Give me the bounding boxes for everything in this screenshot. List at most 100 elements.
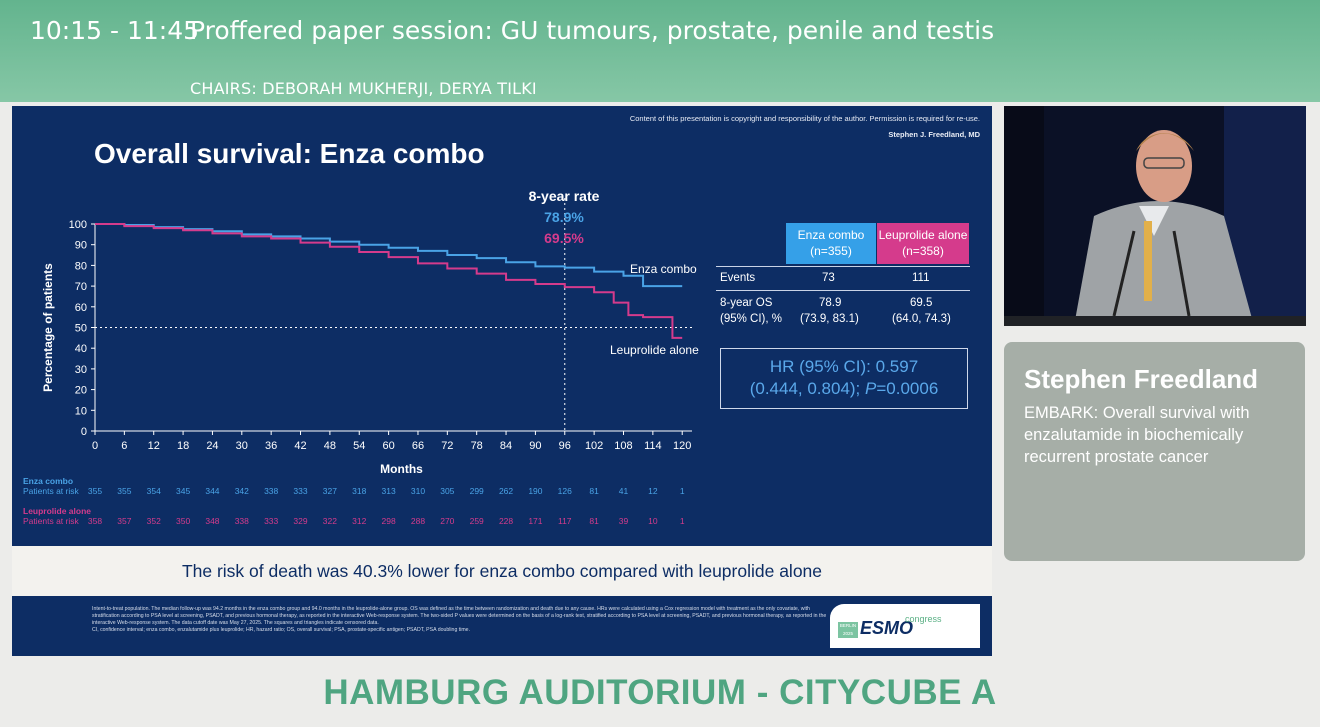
risk-row-name: Enza combo bbox=[23, 476, 73, 486]
table-header-leuprolide: Leuprolide alone (n=358) bbox=[877, 223, 969, 264]
risk-count: 126 bbox=[558, 486, 572, 496]
risk-count: 352 bbox=[147, 516, 161, 526]
hr-line-2: (0.444, 0.804); P=0.0006 bbox=[721, 378, 967, 400]
risk-row-name: Leuprolide alone bbox=[23, 506, 91, 516]
risk-count: 288 bbox=[411, 516, 425, 526]
venue-name: HAMBURG AUDITORIUM - CITYCUBE A bbox=[323, 673, 997, 712]
curve-label-leuprolide: Leuprolide alone bbox=[610, 343, 699, 357]
risk-count: 171 bbox=[528, 516, 542, 526]
risk-count: 10 bbox=[648, 516, 658, 526]
x-tick-label: 24 bbox=[206, 440, 218, 452]
risk-count: 41 bbox=[619, 486, 629, 496]
risk-conclusion: The risk of death was 40.3% lower for en… bbox=[181, 561, 823, 581]
speaker-video bbox=[1004, 106, 1306, 326]
risk-count: 310 bbox=[411, 486, 425, 496]
risk-count: 312 bbox=[352, 516, 366, 526]
risk-count: 270 bbox=[440, 516, 454, 526]
x-tick-label: 54 bbox=[353, 440, 365, 452]
table-divider bbox=[716, 290, 970, 291]
hr-p-symbol: P bbox=[865, 379, 877, 398]
esmo-congress-logo: BERLIN 2025 ESMO congress bbox=[830, 604, 980, 648]
table-header-enza-n: (n=355) bbox=[810, 244, 852, 258]
risk-row-label: Patients at risk bbox=[23, 486, 79, 496]
hr-p-value: =0.0006 bbox=[876, 379, 939, 398]
risk-count: 344 bbox=[205, 486, 219, 496]
risk-count: 355 bbox=[88, 486, 102, 496]
os-label-2: (95% CI), % bbox=[720, 313, 782, 325]
table-header-leuprolide-n: (n=358) bbox=[902, 244, 944, 258]
x-tick-label: 90 bbox=[529, 440, 541, 452]
y-tick-label: 100 bbox=[69, 219, 87, 231]
risk-count: 190 bbox=[528, 486, 542, 496]
risk-count: 305 bbox=[440, 486, 454, 496]
hr-ci: (0.444, 0.804); bbox=[749, 379, 866, 398]
risk-count: 1 bbox=[680, 516, 685, 526]
rate-enza: 78.9% bbox=[544, 209, 584, 225]
risk-count: 259 bbox=[470, 516, 484, 526]
survival-curve-enza bbox=[95, 223, 683, 288]
risk-count: 1 bbox=[680, 486, 685, 496]
risk-count: 338 bbox=[264, 486, 278, 496]
risk-count: 329 bbox=[293, 516, 307, 526]
y-tick-label: 90 bbox=[75, 240, 87, 252]
y-tick-label: 60 bbox=[75, 302, 87, 314]
hazard-ratio-box: HR (95% CI): 0.597 (0.444, 0.804); P=0.0… bbox=[720, 348, 968, 409]
x-tick-label: 48 bbox=[324, 440, 336, 452]
x-tick-label: 114 bbox=[644, 440, 662, 452]
x-axis-title: Months bbox=[380, 462, 423, 476]
x-tick-label: 96 bbox=[559, 440, 571, 452]
os-enza: 78.9 bbox=[819, 297, 842, 309]
risk-count: 81 bbox=[589, 516, 599, 526]
speaker-video-frame bbox=[1004, 106, 1306, 326]
speaker-card: Stephen Freedland EMBARK: Overall surviv… bbox=[1004, 342, 1305, 561]
table-divider bbox=[716, 266, 970, 267]
risk-count: 327 bbox=[323, 486, 337, 496]
table-header-enza-name: Enza combo bbox=[797, 228, 865, 242]
y-tick-label: 20 bbox=[75, 385, 87, 397]
survival-chart: 0 6 12 18 24 30 36 42 48 54 60 66 72 78 84 90 96 102 108 11… bbox=[23, 188, 699, 526]
risk-count: 348 bbox=[205, 516, 219, 526]
events-leuprolide: 111 bbox=[912, 272, 930, 284]
os-enza-ci: (73.9, 83.1) bbox=[800, 313, 859, 325]
x-tick-label: 108 bbox=[614, 440, 632, 452]
y-tick-label: 70 bbox=[75, 281, 87, 293]
speaker-name: Stephen Freedland bbox=[1024, 364, 1259, 394]
rate-label: 8-year rate bbox=[529, 188, 600, 204]
risk-count: 81 bbox=[589, 486, 599, 496]
risk-count: 358 bbox=[88, 516, 102, 526]
x-tick-label: 84 bbox=[500, 440, 512, 452]
x-tick-label: 120 bbox=[673, 440, 691, 452]
presentation-slide: Content of this presentation is copyrigh… bbox=[12, 106, 992, 656]
rate-leuprolide: 69.5% bbox=[544, 230, 584, 246]
y-tick-label: 10 bbox=[75, 405, 87, 417]
x-tick-label: 30 bbox=[236, 440, 248, 452]
session-chairs: CHAIRS: DEBORAH MUKHERJI, DERYA TILKI bbox=[190, 79, 537, 98]
risk-row-label: Patients at risk bbox=[23, 516, 79, 526]
x-tick-label: 0 bbox=[92, 440, 98, 452]
slide-footer: Intent-to-treat population. The median f… bbox=[12, 596, 992, 656]
x-tick-label: 36 bbox=[265, 440, 277, 452]
footnote-abbreviations: CI, confidence interval; enza combo, enz… bbox=[92, 627, 471, 633]
y-tick-label: 30 bbox=[75, 364, 87, 376]
risk-count: 117 bbox=[558, 516, 572, 526]
risk-count: 355 bbox=[117, 486, 131, 496]
slide-title: Overall survival: Enza combo bbox=[94, 138, 485, 169]
talk-title: EMBARK: Overall survival with enzalutami… bbox=[1024, 404, 1250, 466]
risk-count: 318 bbox=[352, 486, 366, 496]
footnote-methods: Intent-to-treat population. The median f… bbox=[92, 606, 827, 626]
events-label: Events bbox=[720, 272, 756, 284]
x-tick-label: 12 bbox=[148, 440, 160, 452]
footnote: Intent-to-treat population. The median f… bbox=[92, 606, 832, 634]
y-tick-label: 40 bbox=[75, 343, 87, 355]
risk-count: 262 bbox=[499, 486, 513, 496]
risk-count: 338 bbox=[235, 516, 249, 526]
risk-count: 354 bbox=[147, 486, 161, 496]
risk-count: 12 bbox=[648, 486, 658, 496]
os-leuprolide-ci: (64.0, 74.3) bbox=[892, 313, 951, 325]
risk-count: 345 bbox=[176, 486, 190, 496]
x-tick-label: 60 bbox=[382, 440, 394, 452]
x-tick-label: 18 bbox=[177, 440, 189, 452]
esmo-congress-text: congress bbox=[905, 614, 942, 624]
slide-author: Stephen J. Freedland, MD bbox=[888, 130, 980, 139]
risk-count: 322 bbox=[323, 516, 337, 526]
